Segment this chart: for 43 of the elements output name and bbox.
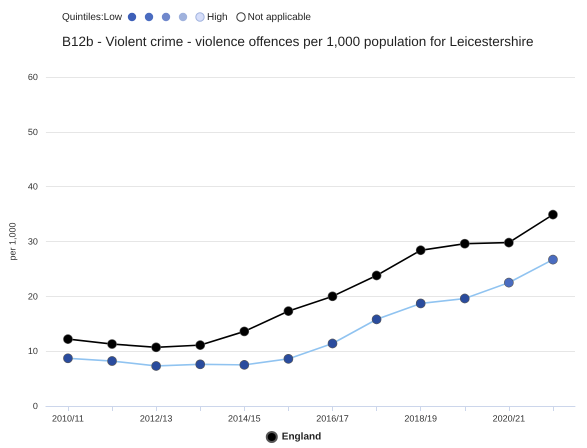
- x-tick-label: 2010/11: [52, 414, 84, 424]
- point: [151, 342, 161, 352]
- x-tick-label: 2018/19: [404, 414, 437, 424]
- y-axis-title: per 1,000: [8, 222, 18, 261]
- point: [416, 298, 426, 308]
- point: [63, 334, 73, 344]
- point: [460, 238, 470, 248]
- y-tick-label: 30: [28, 236, 38, 246]
- y-tick-label: 10: [28, 346, 38, 356]
- point: [151, 361, 161, 371]
- x-tick-label: 2020/21: [492, 414, 526, 424]
- x-tick-label: 2016/17: [316, 414, 349, 424]
- text: Not applicable: [248, 12, 311, 22]
- x-tick-label: 2012/13: [140, 414, 172, 424]
- chart-title: B12b - Violent crime - violence offences per 1,000 population for Leicestershire: [62, 34, 534, 49]
- point: [504, 278, 514, 288]
- y-tick-label: 50: [28, 126, 38, 137]
- legend-label: England: [282, 432, 322, 442]
- point: [372, 270, 382, 280]
- point: [63, 353, 73, 364]
- point: [284, 306, 294, 316]
- point: [460, 294, 470, 304]
- y-tick-label: 20: [28, 291, 38, 302]
- point: [548, 254, 558, 264]
- y-tick-label: 60: [28, 72, 38, 82]
- point: [328, 292, 338, 302]
- x-tick-label: 2014/15: [228, 414, 261, 424]
- point: [504, 238, 514, 248]
- text: High: [207, 12, 228, 22]
- point: [240, 360, 250, 370]
- point: [107, 339, 117, 349]
- y-tick-label: 0: [32, 401, 38, 411]
- y-tick-label: 40: [28, 182, 38, 192]
- point: [195, 340, 206, 350]
- point: [107, 356, 117, 366]
- point: [372, 314, 382, 324]
- point: [240, 326, 250, 336]
- text: Quintiles:Low: [62, 12, 122, 22]
- point: [284, 354, 294, 364]
- point: [416, 245, 426, 256]
- point: [548, 210, 558, 220]
- point: [328, 338, 338, 348]
- point: [195, 360, 206, 370]
